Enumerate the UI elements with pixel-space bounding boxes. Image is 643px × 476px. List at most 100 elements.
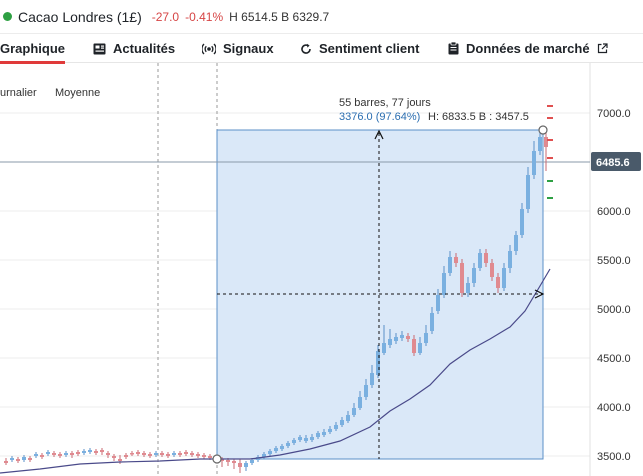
tab-sentiment-client[interactable]: Sentiment client xyxy=(300,34,419,63)
candle-body xyxy=(208,456,212,458)
candle-body xyxy=(76,452,80,454)
price-tick: 6000.0 xyxy=(597,206,631,218)
candle-body xyxy=(430,313,434,331)
candle-body xyxy=(172,453,176,455)
candle-body xyxy=(184,452,188,454)
measure-arrow-up xyxy=(374,129,384,140)
period-daily[interactable]: urnalier xyxy=(0,87,37,99)
candle-body xyxy=(370,373,374,385)
candle-body xyxy=(106,453,110,455)
candle-body xyxy=(304,438,308,441)
price-tick: 4000.0 xyxy=(597,402,631,414)
measure-hl-label: H: 6833.5 B : 3457.5 xyxy=(428,111,529,123)
candle-body xyxy=(10,458,14,460)
chart-canvas: 55 barres, 77 jours 3376.0 (97.64%) H: 6… xyxy=(0,63,641,476)
candle-body xyxy=(310,437,314,440)
candle-body xyxy=(388,339,392,345)
candle-body xyxy=(328,429,332,432)
candle-body xyxy=(424,333,428,343)
tab-donnees-label: Données de marché xyxy=(466,41,590,56)
candle-body xyxy=(322,432,326,435)
price-tick: 7000.0 xyxy=(597,108,631,120)
candle-body xyxy=(22,457,26,460)
candle-body xyxy=(268,451,272,454)
candle-body xyxy=(40,455,44,457)
candle-body xyxy=(232,461,236,463)
candle-body xyxy=(148,454,152,456)
candle-body xyxy=(448,257,452,273)
tab-graphique-label: Graphique xyxy=(0,41,66,56)
price-tick: 5500.0 xyxy=(597,255,631,267)
current-price-badge xyxy=(591,152,641,171)
instrument-name[interactable]: Cacao Londres (1£) xyxy=(18,8,142,25)
candle-body xyxy=(4,461,8,463)
candle-body xyxy=(478,253,482,268)
candle-body xyxy=(226,460,230,462)
candle-body xyxy=(454,257,458,263)
candle-body xyxy=(412,339,416,353)
candle-body xyxy=(124,455,128,457)
price-tick: 4500.0 xyxy=(597,353,631,365)
period-average[interactable]: Moyenne xyxy=(55,87,101,99)
candle-body xyxy=(58,454,62,456)
candle-body xyxy=(280,446,284,449)
candle-body xyxy=(526,175,530,209)
candle-body xyxy=(406,336,410,339)
candle-body xyxy=(484,253,488,263)
candle-body xyxy=(136,452,140,454)
tab-graphique[interactable]: Graphique xyxy=(0,34,66,64)
candle-body xyxy=(64,453,68,455)
candle-body xyxy=(118,459,122,461)
candlestick-series xyxy=(4,131,548,473)
candle-body xyxy=(400,335,404,338)
price-tick: 5000.0 xyxy=(597,304,631,316)
price-axis: 7000.0 6000.0 5500.0 5000.0 4500.0 4000.… xyxy=(597,108,631,463)
candle-body xyxy=(238,463,242,467)
current-price-value: 6485.6 xyxy=(596,157,630,169)
candle-body xyxy=(166,454,170,456)
candle-body xyxy=(316,433,320,437)
candle-body xyxy=(496,277,500,288)
candle-body xyxy=(52,453,56,455)
candle-body xyxy=(436,295,440,311)
candle-body xyxy=(154,453,158,455)
tab-actualites[interactable]: Actualités xyxy=(93,34,175,63)
tab-signaux-label: Signaux xyxy=(223,41,274,56)
candle-body xyxy=(502,268,506,288)
candle-body xyxy=(538,137,542,151)
candle-body xyxy=(418,343,422,353)
tab-signaux[interactable]: Signaux xyxy=(202,34,274,63)
candle-body xyxy=(28,458,32,460)
candle-body xyxy=(262,454,266,457)
measure-end-anchor xyxy=(538,125,548,135)
candle-body xyxy=(340,420,344,425)
candle-body xyxy=(292,440,296,443)
candle-body xyxy=(178,453,182,455)
tab-donnees-marche[interactable]: Données de marché xyxy=(448,34,608,63)
candle-body xyxy=(46,452,50,454)
candle-body xyxy=(34,454,38,456)
candle-body xyxy=(202,455,206,457)
candle-body xyxy=(298,437,302,440)
candle-body xyxy=(190,453,194,455)
candle-body xyxy=(466,283,470,293)
candle-body xyxy=(94,451,98,453)
candle-body xyxy=(112,456,116,458)
candle-body xyxy=(130,453,134,455)
external-link-icon xyxy=(597,43,608,54)
candle-body xyxy=(532,151,536,175)
candle-body xyxy=(520,209,524,235)
candle-body xyxy=(286,443,290,446)
candle-body xyxy=(490,263,494,277)
newspaper-icon xyxy=(93,43,106,55)
price-change-percent: -0.41% xyxy=(185,9,224,24)
candle-body xyxy=(376,351,380,375)
candle-body xyxy=(346,415,350,421)
candle-body xyxy=(472,268,476,283)
candle-body xyxy=(100,450,104,452)
measure-change-label: 3376.0 (97.64%) xyxy=(339,111,420,123)
price-chart[interactable]: urnalier Moyenne xyxy=(0,63,643,476)
candle-body xyxy=(394,337,398,341)
candle-body xyxy=(16,459,20,461)
candle-body xyxy=(142,453,146,455)
